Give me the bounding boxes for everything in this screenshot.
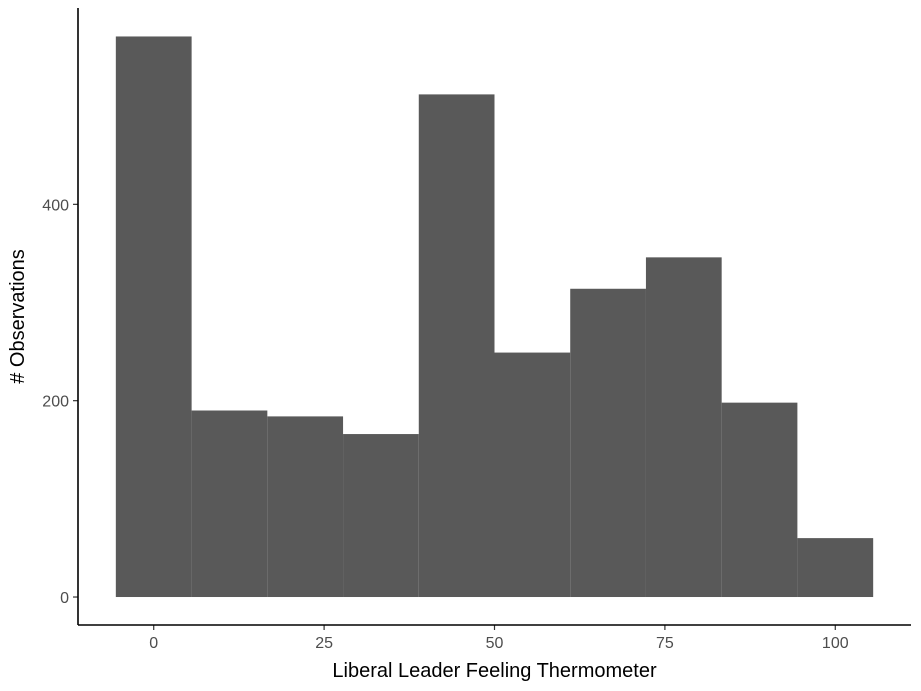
x-tick-label: 50 bbox=[486, 635, 504, 652]
y-axis-title: # Observations bbox=[7, 249, 29, 384]
bars-group bbox=[115, 36, 874, 598]
histogram-bar-0 bbox=[115, 36, 192, 598]
histogram-bar-4 bbox=[418, 94, 495, 598]
histogram-bar-5 bbox=[494, 352, 571, 598]
histogram-bar-3 bbox=[343, 434, 419, 598]
histogram-bar-9 bbox=[797, 538, 874, 598]
y-tick-label: 200 bbox=[42, 394, 69, 411]
x-tick-label: 25 bbox=[315, 635, 333, 652]
x-tick-label: 100 bbox=[822, 635, 849, 652]
histogram-bar-8 bbox=[721, 402, 798, 598]
histogram-bar-6 bbox=[570, 288, 646, 598]
x-tick-label: 0 bbox=[149, 635, 158, 652]
x-axis-title: Liberal Leader Feeling Thermometer bbox=[332, 660, 657, 682]
histogram-bar-7 bbox=[645, 257, 722, 598]
x-tick-label: 75 bbox=[656, 635, 674, 652]
histogram-bar-1 bbox=[191, 410, 268, 598]
x-axis-ticks: 0 25 50 75 100 bbox=[149, 625, 849, 652]
y-tick-label: 0 bbox=[60, 590, 69, 607]
y-tick-label: 400 bbox=[42, 197, 69, 214]
y-axis-ticks: 0 200 400 bbox=[42, 197, 78, 607]
histogram-bar-2 bbox=[267, 416, 344, 598]
